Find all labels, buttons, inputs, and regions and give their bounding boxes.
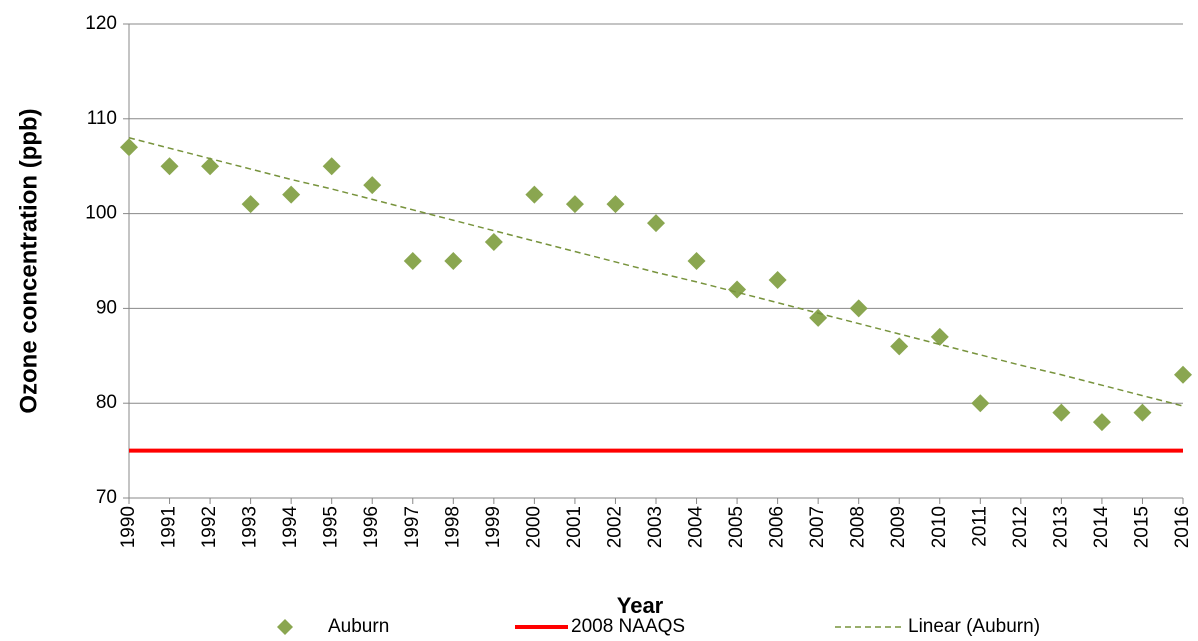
data-point <box>728 280 747 299</box>
data-point <box>1052 403 1071 422</box>
data-point <box>809 308 828 327</box>
y-tick-label: 120 <box>85 13 117 34</box>
x-tick-label: 2001 <box>564 506 585 548</box>
x-tick-label: 2012 <box>1010 506 1031 548</box>
data-point <box>484 233 503 252</box>
data-point <box>687 252 706 270</box>
x-tick-label: 2015 <box>1131 506 1152 548</box>
data-point <box>849 299 868 318</box>
legend-label: Linear (Auburn) <box>908 616 1040 637</box>
x-tick-label: 2016 <box>1172 506 1193 548</box>
x-tick-label: 2011 <box>969 506 990 547</box>
x-tick-label: 2002 <box>604 506 625 548</box>
x-tick-label: 1995 <box>321 506 342 548</box>
x-axis-label: Year <box>617 593 664 618</box>
data-point <box>120 138 138 157</box>
data-point <box>768 270 787 289</box>
x-tick-label: 2010 <box>929 506 950 548</box>
x-tick-label: 1993 <box>240 506 261 548</box>
legend-label: 2008 NAAQS <box>571 616 685 637</box>
x-tick-label: 2013 <box>1050 506 1071 548</box>
y-tick-label: 80 <box>96 392 117 413</box>
x-tick-label: 2007 <box>807 506 828 548</box>
x-tick-label: 1996 <box>361 506 382 548</box>
x-tick-label: 1999 <box>483 506 504 548</box>
data-point <box>647 214 665 233</box>
y-tick-label: 90 <box>96 297 117 318</box>
data-point <box>606 195 625 214</box>
data-point <box>201 157 220 176</box>
data-point <box>525 185 544 204</box>
trend-line <box>128 137 1184 407</box>
x-tick-label: 2006 <box>767 506 788 548</box>
data-point <box>971 394 990 413</box>
x-tick-label: 2014 <box>1091 506 1112 549</box>
x-tick-label: 2008 <box>848 506 869 548</box>
data-point <box>444 252 463 270</box>
y-axis-label: Ozone concentration (ppb) <box>15 108 42 413</box>
data-point <box>322 157 341 176</box>
x-tick-label: 1990 <box>118 506 139 548</box>
x-tick-label: 2004 <box>686 506 707 549</box>
x-tick-label: 2005 <box>726 506 747 548</box>
x-tick-label: 1997 <box>402 506 423 548</box>
data-point <box>363 176 382 195</box>
x-tick-label: 1992 <box>199 506 220 548</box>
data-point <box>403 252 422 270</box>
x-tick-label: 1991 <box>159 506 180 548</box>
x-tick-label: 2000 <box>523 506 544 548</box>
x-tick-label: 2003 <box>645 506 666 548</box>
data-point <box>241 195 260 214</box>
data-point <box>1092 413 1111 432</box>
data-point <box>160 157 179 176</box>
x-tick-label: 2009 <box>888 506 909 548</box>
data-point <box>565 195 584 214</box>
data-point <box>890 337 909 356</box>
legend-label: Auburn <box>328 616 389 637</box>
data-point <box>282 185 301 204</box>
data-point <box>1174 365 1192 384</box>
y-tick-label: 100 <box>85 203 117 224</box>
y-tick-label: 110 <box>87 108 117 129</box>
x-tick-label: 1994 <box>280 506 301 549</box>
data-point <box>930 327 949 346</box>
x-tick-label: 1998 <box>442 506 463 548</box>
legend-marker <box>277 619 293 635</box>
y-tick-label: 70 <box>96 487 117 508</box>
data-point <box>1133 403 1152 422</box>
